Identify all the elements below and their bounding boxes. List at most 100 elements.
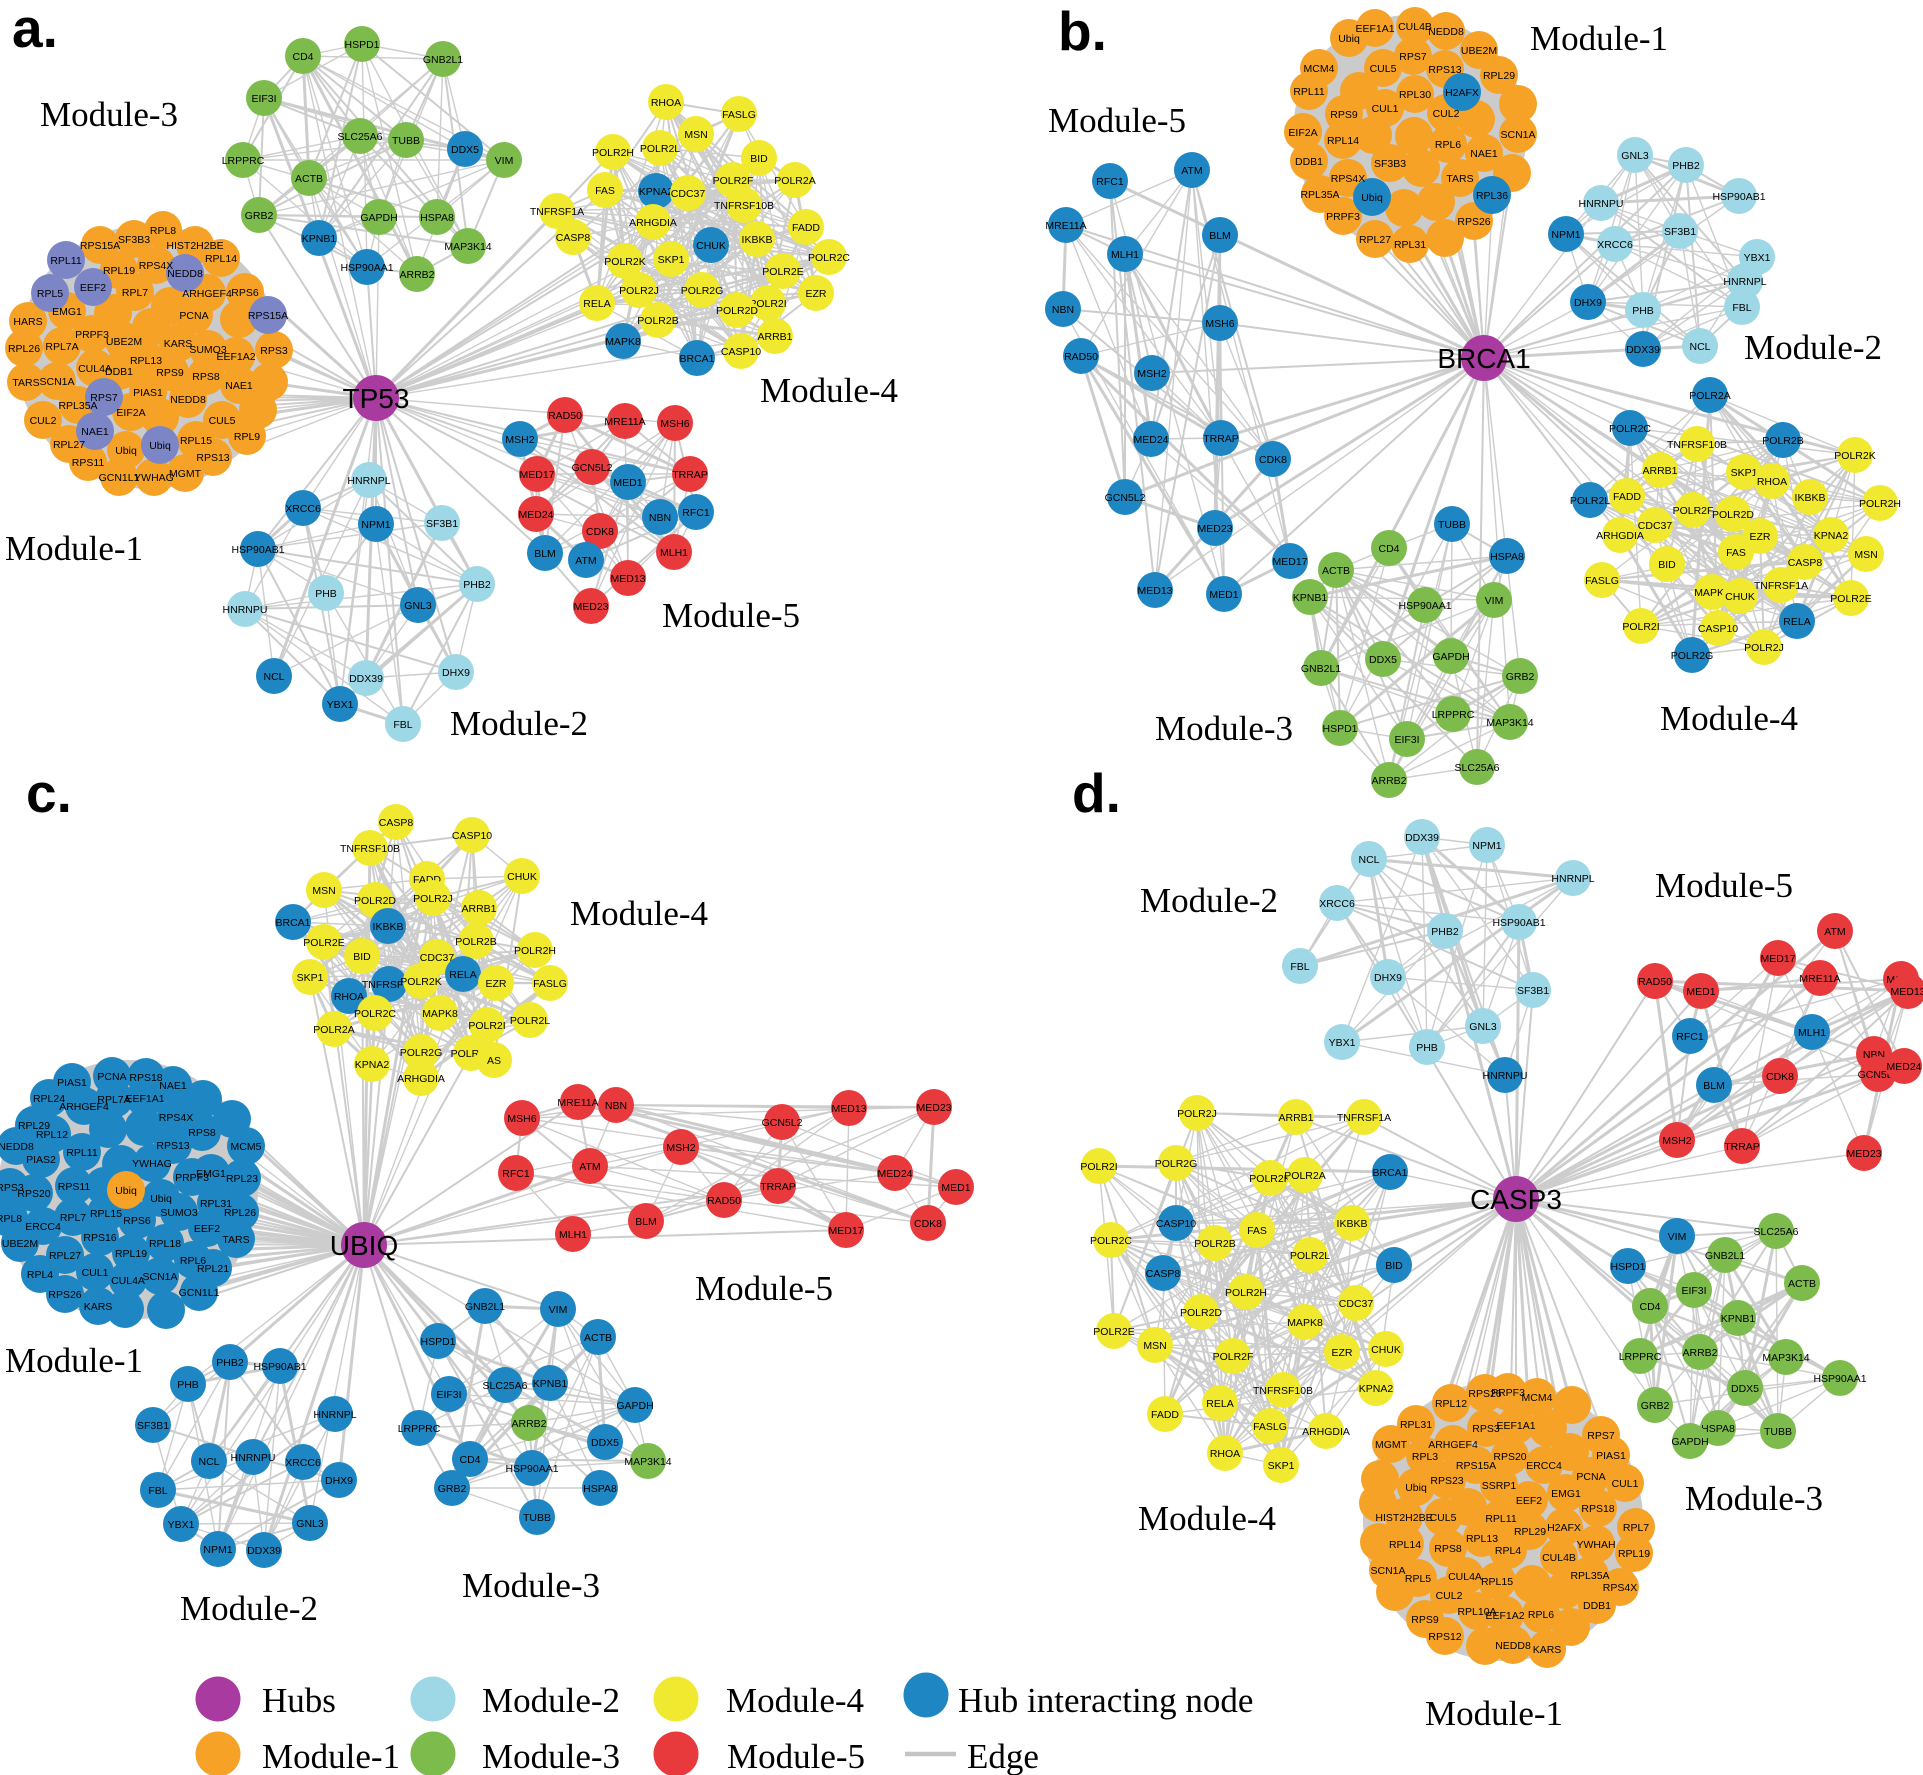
svg-text:MSN: MSN [1854,549,1877,561]
svg-text:HSP90AA1: HSP90AA1 [1813,1373,1866,1385]
svg-text:NAE1: NAE1 [225,380,253,392]
svg-text:ARRB1: ARRB1 [1278,1112,1313,1124]
svg-text:ERCC4: ERCC4 [1526,1460,1562,1472]
svg-text:RPL13: RPL13 [130,355,162,367]
svg-text:CASP10: CASP10 [1156,1218,1196,1230]
svg-text:TRRAP: TRRAP [1724,1141,1760,1153]
svg-text:SLC25A6: SLC25A6 [1754,1226,1799,1238]
svg-text:RPL35A: RPL35A [1570,1570,1609,1582]
svg-text:HSPA8: HSPA8 [1701,1423,1735,1435]
svg-text:CUL4A: CUL4A [1448,1571,1482,1583]
svg-text:CUL2: CUL2 [1433,108,1460,120]
svg-text:CUL1: CUL1 [1612,1478,1639,1490]
svg-text:PIAS1: PIAS1 [1596,1450,1626,1462]
svg-text:FAS: FAS [1247,1225,1267,1237]
svg-text:Module-2: Module-2 [1140,881,1278,920]
svg-text:PHB2: PHB2 [463,579,491,591]
svg-text:DDB1: DDB1 [105,366,133,378]
svg-text:RPS23: RPS23 [1430,1475,1463,1487]
svg-text:GNB2L1: GNB2L1 [465,1301,505,1313]
svg-text:EIF2A: EIF2A [1288,127,1317,139]
svg-text:SKP1: SKP1 [658,254,685,266]
svg-text:RPL27: RPL27 [49,1250,81,1262]
svg-text:MCM4: MCM4 [1522,1392,1553,1404]
svg-text:MAP3K14: MAP3K14 [1486,717,1533,729]
svg-text:POLR2J: POLR2J [619,285,659,297]
svg-text:H2AFX: H2AFX [1445,87,1479,99]
svg-text:MRE11A: MRE11A [1045,220,1086,232]
svg-text:FAS: FAS [1726,547,1746,559]
svg-text:MED17: MED17 [828,1225,863,1237]
svg-text:MLH1: MLH1 [1798,1027,1826,1039]
svg-text:GCN5L2: GCN5L2 [762,1117,803,1129]
svg-text:CUL4A: CUL4A [111,1275,145,1287]
svg-text:CD4: CD4 [292,51,313,63]
svg-text:POLR2L: POLR2L [1570,495,1610,507]
svg-text:POLR2I: POLR2I [749,298,786,310]
svg-text:CASP8: CASP8 [1146,1268,1181,1280]
svg-text:RPS26: RPS26 [1457,216,1490,228]
svg-text:RPS8: RPS8 [192,371,220,383]
svg-text:SF3B3: SF3B3 [1374,158,1406,170]
svg-text:RPL27: RPL27 [53,439,85,451]
svg-text:Module-1: Module-1 [5,1341,143,1380]
svg-text:UBE2M: UBE2M [1461,45,1497,57]
svg-text:RPS9: RPS9 [1330,109,1358,121]
svg-text:ARRB1: ARRB1 [1642,465,1677,477]
svg-text:NAE1: NAE1 [81,426,109,438]
svg-text:BRCA1: BRCA1 [1372,1167,1407,1179]
svg-text:RPS4X: RPS4X [1331,173,1365,185]
svg-text:SUMO3: SUMO3 [160,1207,198,1219]
svg-text:UBE2M: UBE2M [106,336,142,348]
svg-text:PIAS1: PIAS1 [57,1077,87,1089]
svg-text:EEF1A1: EEF1A1 [1355,23,1394,35]
svg-text:RPS9: RPS9 [1411,1614,1439,1626]
svg-text:RPS13: RPS13 [196,452,229,464]
svg-text:EIF3I: EIF3I [1681,1285,1706,1297]
svg-text:RPL7: RPL7 [60,1212,86,1224]
svg-text:RPL24: RPL24 [33,1093,65,1105]
svg-text:POLR2I: POLR2I [1080,1161,1117,1173]
svg-text:RPS3: RPS3 [1472,1423,1500,1435]
svg-text:HNRNPU: HNRNPU [231,1452,276,1464]
svg-text:MSH2: MSH2 [666,1142,695,1154]
svg-text:BLM: BLM [534,548,556,560]
svg-text:TRRAP: TRRAP [760,1181,796,1193]
svg-text:Module-5: Module-5 [727,1737,865,1775]
svg-text:RPL36: RPL36 [1476,190,1508,202]
svg-text:DHX9: DHX9 [442,667,470,679]
svg-text:Module-5: Module-5 [1048,101,1186,140]
svg-text:GRB2: GRB2 [1641,1400,1670,1412]
svg-text:HSPD1: HSPD1 [344,39,379,51]
svg-text:MED1: MED1 [613,477,642,489]
svg-text:HSP90AB1: HSP90AB1 [1712,191,1765,203]
svg-text:KPNB1: KPNB1 [1721,1313,1756,1325]
svg-text:FASLG: FASLG [1253,1421,1287,1433]
svg-text:RPL12: RPL12 [36,1129,68,1141]
svg-text:LRPPRC: LRPPRC [1619,1351,1662,1363]
svg-text:BRCA1: BRCA1 [1437,343,1530,374]
svg-text:MED17: MED17 [519,469,554,481]
svg-text:Module-4: Module-4 [1660,699,1798,738]
svg-text:YBX1: YBX1 [1329,1037,1356,1049]
svg-text:LRPPRC: LRPPRC [398,1423,441,1435]
svg-text:SF3B1: SF3B1 [137,1420,169,1432]
svg-text:RAD50: RAD50 [707,1195,741,1207]
svg-text:LRPPRC: LRPPRC [222,155,265,167]
svg-text:SF3B1: SF3B1 [426,518,458,530]
svg-text:KARS: KARS [164,338,193,350]
svg-text:Module-1: Module-1 [262,1737,400,1775]
svg-text:Module-1: Module-1 [5,529,143,568]
svg-text:ARRB2: ARRB2 [399,269,434,281]
svg-text:DDX5: DDX5 [1369,654,1397,666]
svg-text:EMG1: EMG1 [196,1168,226,1180]
svg-text:RPS11: RPS11 [72,457,105,469]
svg-text:RPS11: RPS11 [58,1181,91,1193]
svg-text:GNL3: GNL3 [1469,1021,1497,1033]
svg-text:CASP10: CASP10 [1698,623,1738,635]
svg-text:NEDD8: NEDD8 [170,394,206,406]
svg-text:Ubiq: Ubiq [115,445,137,457]
svg-text:Module-3: Module-3 [1155,709,1293,748]
svg-text:Module-2: Module-2 [180,1589,318,1628]
svg-text:KPNB1: KPNB1 [533,1378,568,1390]
